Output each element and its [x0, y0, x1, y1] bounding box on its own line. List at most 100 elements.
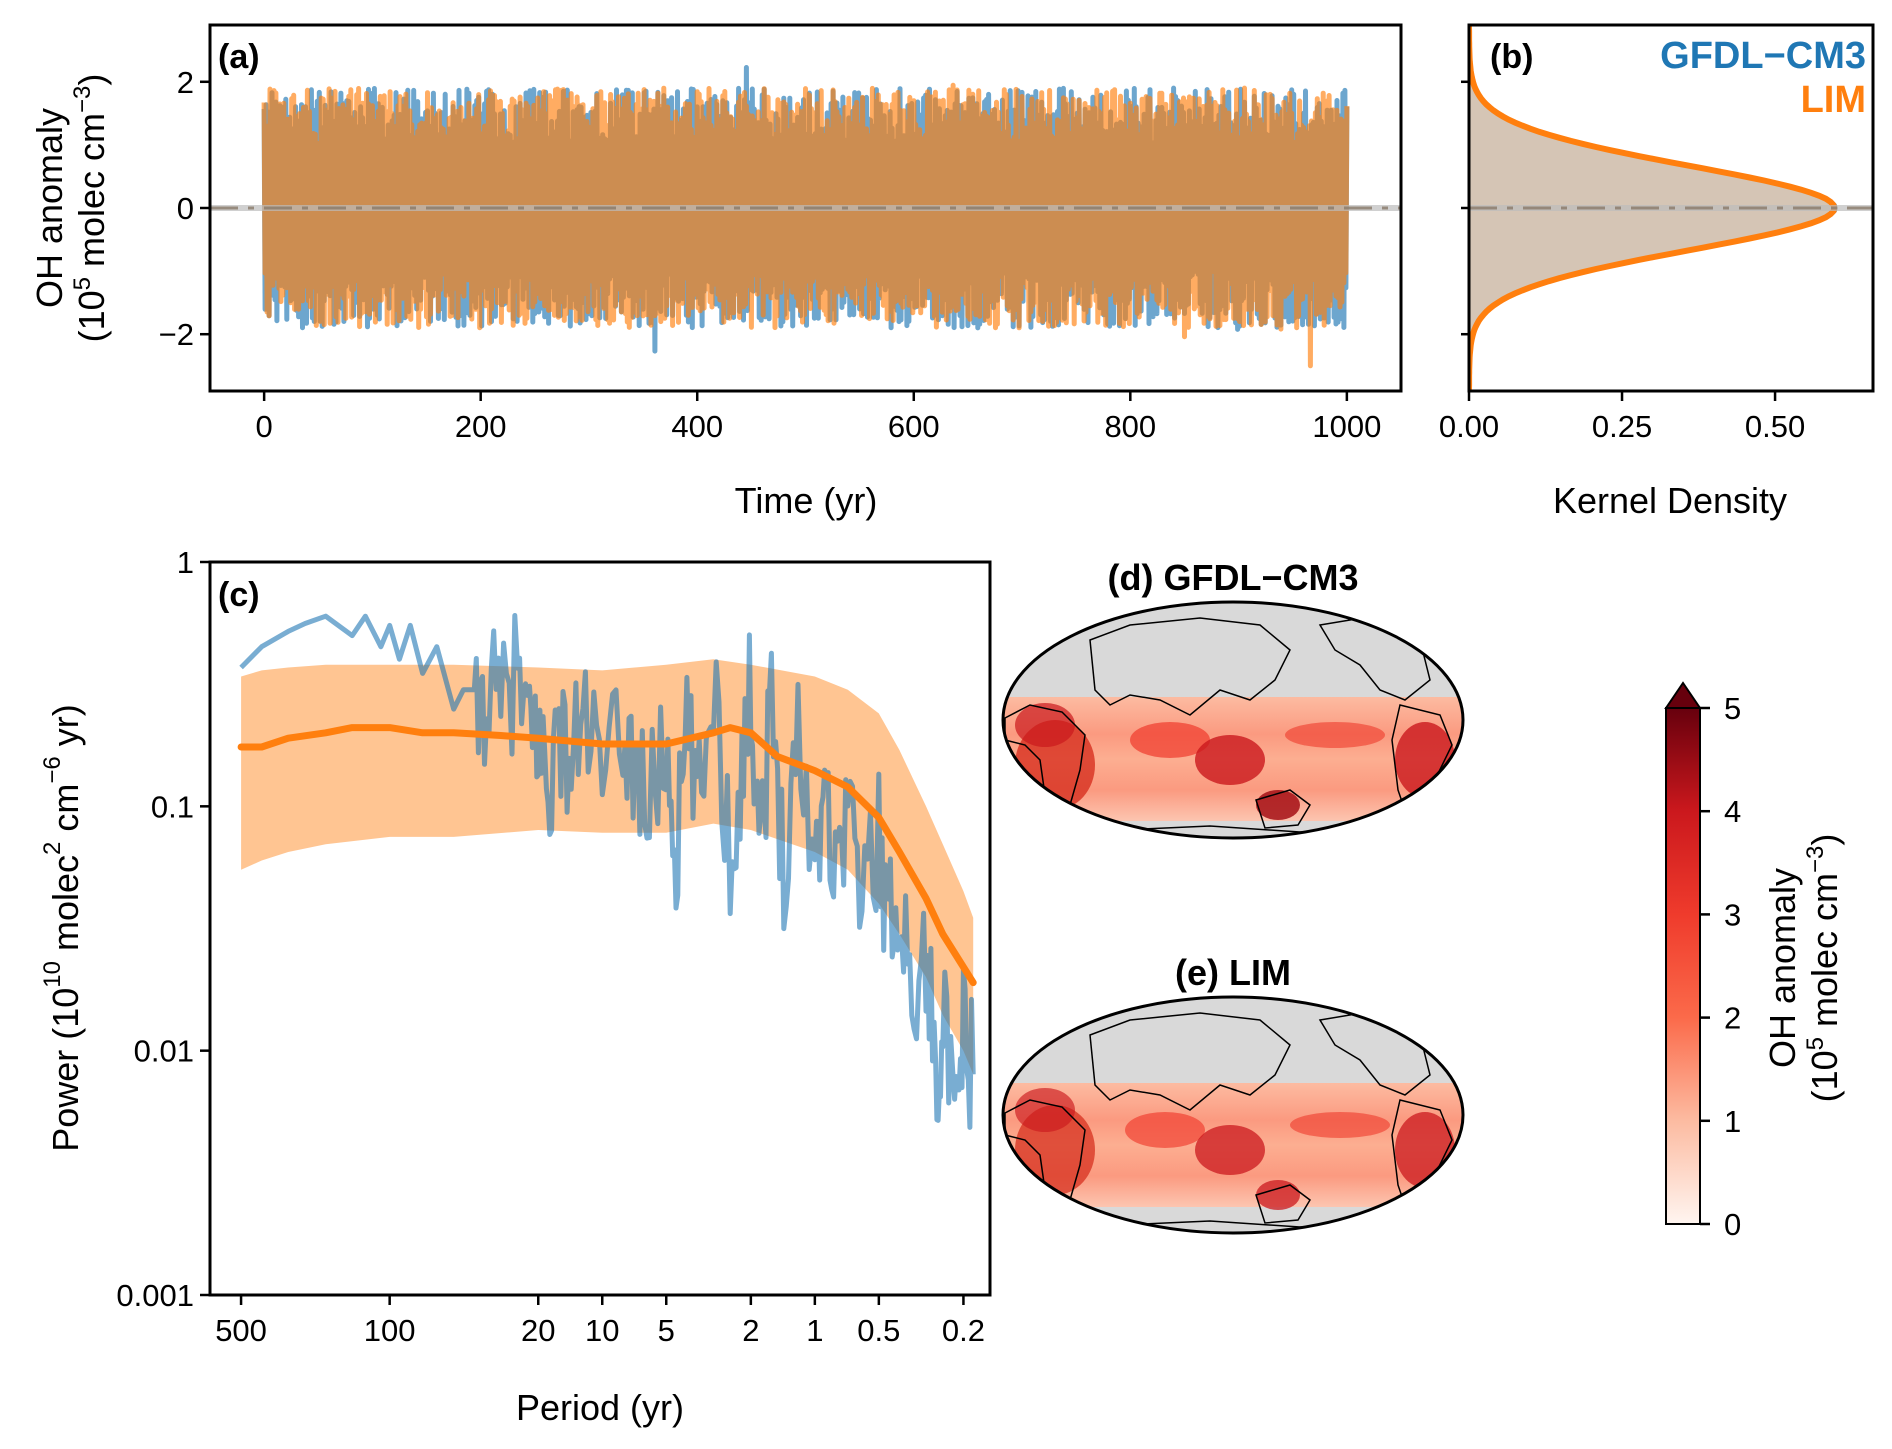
- ylabel-close: ): [71, 74, 112, 86]
- hotspot-sahara: [1015, 703, 1075, 747]
- panel-b-label: (b): [1490, 38, 1533, 76]
- panel-e-hotspots: [1015, 1088, 1455, 1210]
- colorbar-tick-label: 2: [1724, 1001, 1741, 1036]
- y-tick-label: 0.01: [134, 1034, 194, 1069]
- x-tick-label: 400: [671, 409, 723, 444]
- panel-b-kernel-density: 0.00 0.25 0.50 (b) GFDL−CM3 LIM Kernel Den…: [1439, 23, 1875, 521]
- panel-a-ylabel-line2: (105 molec cm−3): [69, 74, 112, 343]
- x-tick-label: 1: [806, 1313, 823, 1348]
- panel-d-coastlines: [1004, 614, 1453, 833]
- panel-c-ticks: 500 100 20 10 5 2 1 0.5 0.2 0.001 0.01 0.1 1: [116, 545, 985, 1348]
- x-tick-label: 200: [455, 409, 507, 444]
- panel-c-ylabel: Power (1010 molec2 cm−6 yr): [39, 704, 86, 1152]
- panel-d-map: (d) GFDL−CM3: [1001, 557, 1465, 840]
- panel-a-time-series: 0 200 400 600 800 1000 −2 0 2 (a) Time (yr) OH a…: [29, 23, 1403, 521]
- hotspot-indian-ocean: [1130, 722, 1210, 758]
- cb-open: (10: [1804, 1050, 1845, 1102]
- x-tick-label: 20: [521, 1313, 555, 1348]
- ylabel-mid: molec cm: [71, 113, 112, 277]
- x-tick-label: 0.5: [857, 1313, 900, 1348]
- x-tick-label: 10: [585, 1313, 619, 1348]
- x-tick-label: 0.50: [1745, 409, 1805, 444]
- ylabel-exp: 5: [69, 277, 96, 290]
- x-tick-label: 600: [888, 409, 940, 444]
- panel-a-ticks: 0 200 400 600 800 1000 −2 0 2: [159, 65, 1382, 444]
- panel-e-title: (e) LIM: [1175, 952, 1291, 993]
- panel-c-label: (c): [218, 576, 260, 614]
- colorbar-extend-arrow: [1664, 681, 1702, 709]
- x-tick-label: 1000: [1312, 409, 1381, 444]
- panel-a-label: (a): [218, 38, 260, 76]
- panel-b-series: [1469, 25, 1873, 391]
- x-tick-label: 100: [364, 1313, 416, 1348]
- panel-d-map-body: [1003, 602, 1463, 838]
- panel-c-frame: [208, 560, 992, 1297]
- hotspot-australia: [1256, 790, 1300, 820]
- eurasia-outline: [1089, 1012, 1291, 1111]
- cb-exp: 5: [1802, 1037, 1829, 1050]
- panel-c-ylabel-text: Power (1010 molec2 cm−6 yr): [39, 704, 86, 1152]
- cb-exp2: −3: [1802, 846, 1829, 873]
- x-tick-label: 0.2: [942, 1313, 985, 1348]
- hotspot-indian-ocean: [1125, 1112, 1205, 1148]
- x-tick-label: 500: [215, 1313, 267, 1348]
- y-tick-label: −2: [159, 317, 194, 352]
- australia-outline: [1255, 789, 1311, 829]
- panel-d-title: (d) GFDL−CM3: [1108, 557, 1359, 598]
- panel-e-globe-outline: [1001, 995, 1465, 1235]
- series-lim-line: [261, 82, 1350, 369]
- c-ylabel-e1: 10: [39, 961, 66, 988]
- x-tick-label: 0.00: [1439, 409, 1499, 444]
- panel-a-ylabel-line1: OH anomaly: [29, 108, 70, 308]
- lim-mean-line: [237, 724, 977, 987]
- panel-a-xlabel: Time (yr): [735, 480, 878, 521]
- colorbar-ticks: 0 1 2 3 4 5: [1700, 691, 1741, 1242]
- colorbar-tick-label: 4: [1724, 794, 1741, 829]
- hotspot-maritime: [1195, 1125, 1265, 1175]
- eurasia-outline: [1089, 617, 1291, 716]
- colorbar-label-line2: (105 molec cm−3): [1802, 834, 1845, 1103]
- x-tick-label: 5: [658, 1313, 675, 1348]
- panel-e-map: (e) LIM: [1001, 952, 1465, 1235]
- c-ylabel-c: cm: [45, 784, 86, 842]
- hotspot-australia: [1256, 1180, 1300, 1210]
- y-tick-label: 0: [177, 191, 194, 226]
- colorbar-label-line1: OH anomaly: [1762, 868, 1803, 1068]
- c-ylabel-e2: 2: [39, 842, 66, 855]
- colorbar-tick-label: 5: [1724, 691, 1741, 726]
- x-tick-label: 800: [1104, 409, 1156, 444]
- australia-outline: [1255, 1184, 1311, 1224]
- panel-b-ticks: 0.00 0.25 0.50: [1439, 80, 1805, 444]
- colorbar-tick-label: 1: [1724, 1104, 1741, 1139]
- colorbar-tick-label: 0: [1724, 1207, 1741, 1242]
- x-tick-label: 0.25: [1592, 409, 1652, 444]
- gfdl-spectrum-line: [239, 613, 976, 1130]
- panel-c-spectrum: 500 100 20 10 5 2 1 0.5 0.2 0.001 0.01 0.1 1 (c) Per…: [39, 545, 992, 1428]
- ylabel-exp2: −3: [69, 86, 96, 113]
- cb-close: ): [1804, 834, 1845, 846]
- cb-mid: molec cm: [1804, 873, 1845, 1037]
- x-tick-label: 2: [742, 1313, 759, 1348]
- y-tick-label: 0.1: [151, 789, 194, 824]
- c-ylabel-d: yr): [45, 704, 86, 756]
- y-tick-label: 2: [177, 65, 194, 100]
- colorbar-gradient: [1665, 707, 1701, 1225]
- hotspot-pacific: [1290, 1112, 1390, 1138]
- c-ylabel-b: molec: [45, 855, 86, 961]
- x-tick-label: 0: [256, 409, 273, 444]
- panel-a-series: [210, 65, 1401, 369]
- panel-e-map-body: [1003, 997, 1463, 1233]
- panel-c-xlabel: Period (yr): [516, 1387, 684, 1428]
- panel-a-ylabel: OH anomaly (105 molec cm−3): [29, 74, 112, 343]
- c-ylabel-a: Power (10: [45, 988, 86, 1152]
- y-tick-label: 0.001: [116, 1278, 194, 1313]
- ylabel-open: (10: [71, 290, 112, 342]
- colorbar-tick-label: 3: [1724, 897, 1741, 932]
- legend-lim: LIM: [1801, 79, 1866, 121]
- panel-d-globe-outline: [1001, 600, 1465, 840]
- legend-gfdl: GFDL−CM3: [1660, 35, 1866, 77]
- panel-c-series: [237, 613, 977, 1130]
- colorbar-label: OH anomaly (105 molec cm−3): [1762, 834, 1845, 1103]
